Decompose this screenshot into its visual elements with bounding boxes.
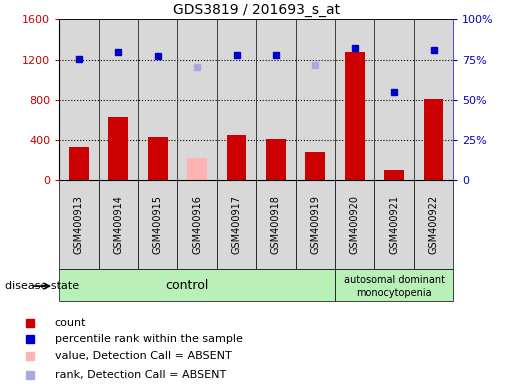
- Bar: [296, 180, 335, 269]
- Bar: [69, 147, 89, 180]
- Bar: [59, 180, 99, 269]
- Bar: [256, 180, 296, 269]
- Bar: [148, 137, 167, 180]
- Title: GDS3819 / 201693_s_at: GDS3819 / 201693_s_at: [173, 3, 340, 17]
- Text: GSM400914: GSM400914: [113, 195, 123, 254]
- Text: GSM400918: GSM400918: [271, 195, 281, 254]
- Bar: [217, 19, 256, 180]
- Text: GSM400916: GSM400916: [192, 195, 202, 254]
- Bar: [187, 158, 207, 180]
- Text: count: count: [55, 318, 87, 328]
- Bar: [305, 152, 325, 180]
- Text: autosomal dominant: autosomal dominant: [344, 275, 444, 285]
- Bar: [59, 19, 98, 180]
- Bar: [374, 19, 414, 180]
- Bar: [424, 99, 443, 180]
- Text: GSM400920: GSM400920: [350, 195, 359, 254]
- Text: GSM400919: GSM400919: [311, 195, 320, 254]
- Bar: [266, 139, 286, 180]
- Text: control: control: [166, 279, 209, 291]
- Bar: [177, 19, 217, 180]
- Bar: [177, 180, 217, 269]
- Bar: [227, 135, 246, 180]
- Bar: [374, 180, 414, 269]
- Bar: [109, 117, 128, 180]
- Text: value, Detection Call = ABSENT: value, Detection Call = ABSENT: [55, 351, 232, 361]
- Text: GSM400913: GSM400913: [74, 195, 84, 254]
- Text: percentile rank within the sample: percentile rank within the sample: [55, 334, 243, 344]
- Bar: [138, 180, 177, 269]
- Bar: [59, 269, 335, 301]
- Bar: [138, 19, 177, 180]
- Text: rank, Detection Call = ABSENT: rank, Detection Call = ABSENT: [55, 370, 226, 380]
- Bar: [414, 19, 453, 180]
- Text: GSM400917: GSM400917: [232, 195, 242, 254]
- Bar: [345, 53, 365, 180]
- Text: GSM400922: GSM400922: [428, 195, 438, 254]
- Bar: [335, 19, 374, 180]
- Bar: [296, 19, 335, 180]
- Bar: [414, 180, 453, 269]
- Bar: [256, 19, 296, 180]
- Text: GSM400915: GSM400915: [153, 195, 163, 254]
- Bar: [335, 180, 374, 269]
- Text: GSM400921: GSM400921: [389, 195, 399, 254]
- Bar: [98, 19, 138, 180]
- Text: monocytopenia: monocytopenia: [356, 288, 432, 298]
- Text: disease state: disease state: [5, 281, 79, 291]
- Bar: [384, 170, 404, 180]
- Bar: [335, 269, 453, 301]
- Bar: [217, 180, 256, 269]
- Bar: [99, 180, 138, 269]
